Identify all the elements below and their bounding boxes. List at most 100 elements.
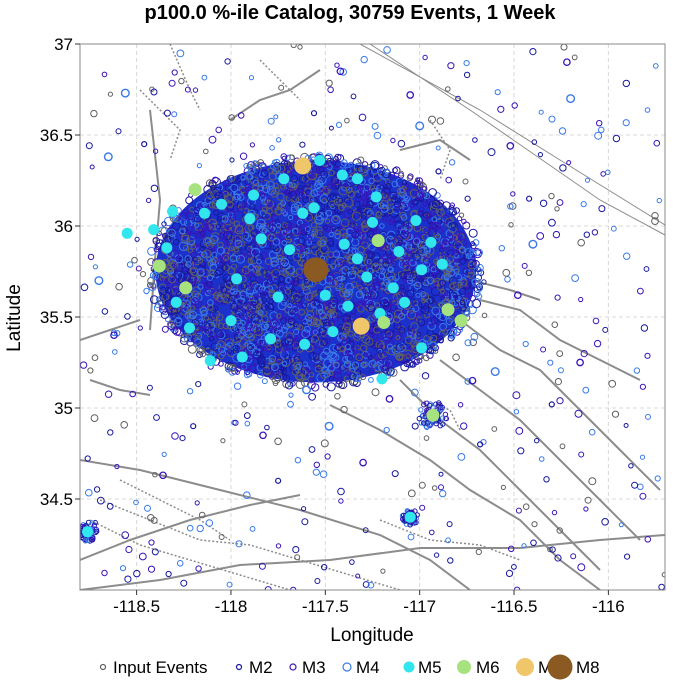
cluster-event <box>382 253 388 260</box>
cluster-event <box>339 228 348 237</box>
cluster-event <box>322 321 332 331</box>
background-event <box>653 139 661 147</box>
background-event <box>367 581 375 589</box>
background-event <box>457 402 464 408</box>
cluster-event <box>208 336 215 342</box>
background-event <box>548 218 556 227</box>
cluster-event <box>187 344 197 354</box>
background-event <box>119 565 127 572</box>
cluster-event <box>420 291 427 297</box>
background-event <box>337 487 345 496</box>
background-event <box>591 229 599 236</box>
cluster-event <box>327 240 335 248</box>
cluster-event <box>418 277 425 284</box>
m7-event-marker <box>352 317 370 335</box>
background-event <box>168 79 176 87</box>
cluster-event <box>470 241 476 247</box>
cluster-event <box>260 195 267 202</box>
cluster-event <box>185 333 192 340</box>
cluster-event <box>427 347 435 355</box>
background-event <box>402 261 410 270</box>
background-event <box>472 137 478 143</box>
background-event <box>145 197 152 204</box>
background-event <box>171 69 178 76</box>
cluster-event <box>184 255 192 263</box>
background-event <box>268 298 274 305</box>
cluster-event <box>207 304 214 311</box>
cluster-event <box>406 285 413 292</box>
cluster-event <box>271 368 280 376</box>
background-event <box>502 268 511 277</box>
cluster-event <box>436 208 445 217</box>
background-event <box>435 145 441 151</box>
background-event <box>260 292 266 299</box>
cluster-event <box>297 324 304 331</box>
m5-event-marker <box>272 291 284 303</box>
cluster-event <box>260 322 269 331</box>
cluster-event <box>453 260 461 269</box>
cluster-event <box>409 272 418 281</box>
legend: Input EventsM2M3M4M5M6M7M8 <box>99 654 600 680</box>
cluster-event <box>226 348 236 358</box>
cluster-event <box>401 345 407 351</box>
background-event <box>338 204 345 212</box>
background-event <box>362 581 370 588</box>
background-event <box>651 212 659 220</box>
cluster-event <box>284 354 291 361</box>
cluster-event <box>179 336 189 346</box>
cluster-event <box>250 325 259 335</box>
cluster-event <box>422 257 431 265</box>
cluster-event <box>242 304 249 311</box>
cluster-event <box>418 190 428 200</box>
cluster-event <box>397 239 404 246</box>
cluster-event <box>272 186 280 195</box>
cluster-event <box>281 240 288 246</box>
background-event <box>195 381 202 388</box>
cluster-event <box>273 234 280 241</box>
cluster-event <box>299 253 309 262</box>
background-event <box>85 488 93 497</box>
background-event <box>239 152 248 160</box>
m5-event-marker <box>236 351 248 363</box>
cluster-event <box>449 202 455 208</box>
cluster-event <box>400 271 409 280</box>
background-event <box>138 552 147 561</box>
background-event <box>438 471 444 477</box>
cluster-event <box>465 253 472 260</box>
m5-event-marker <box>255 233 267 245</box>
background-event <box>126 261 134 268</box>
cluster-event <box>339 346 346 352</box>
background-event <box>511 564 517 570</box>
background-event <box>249 142 255 148</box>
background-event <box>554 294 561 301</box>
cluster-event <box>226 190 233 198</box>
background-event <box>639 492 647 500</box>
cluster-event <box>423 211 431 219</box>
background-event <box>276 222 282 229</box>
cluster-event <box>439 279 447 287</box>
background-event <box>312 329 318 335</box>
background-event <box>537 152 544 158</box>
cluster-event <box>287 214 294 221</box>
cluster-event <box>308 351 317 360</box>
cluster-event <box>209 273 216 280</box>
background-event <box>244 420 251 427</box>
cluster-event <box>463 286 472 296</box>
m3-event-marker <box>406 91 415 99</box>
cluster-event <box>196 345 206 355</box>
background-event <box>172 239 180 246</box>
background-event <box>407 533 415 541</box>
cluster-event <box>246 163 253 170</box>
cluster-event <box>417 210 424 217</box>
background-event <box>612 134 621 143</box>
background-event <box>161 451 167 457</box>
cluster-event <box>148 282 157 292</box>
cluster-event <box>359 239 367 247</box>
cluster-event <box>305 247 313 255</box>
cluster-event <box>285 181 293 190</box>
background-event <box>248 75 255 81</box>
background-event <box>287 400 294 408</box>
background-event <box>196 163 202 169</box>
background-event <box>250 229 258 237</box>
cluster-event <box>431 306 441 316</box>
